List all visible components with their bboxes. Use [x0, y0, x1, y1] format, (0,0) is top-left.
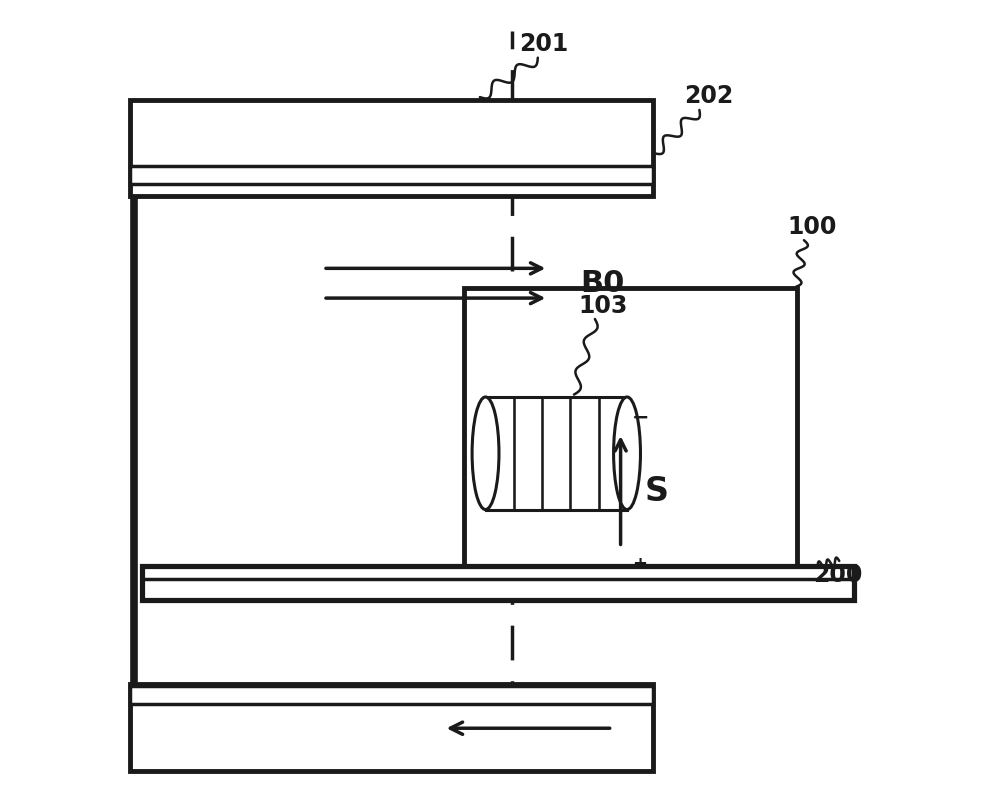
Text: 202: 202 — [684, 84, 734, 108]
Text: +: + — [632, 554, 647, 572]
Text: B0: B0 — [580, 268, 625, 297]
Bar — [464, 289, 797, 570]
Bar — [130, 100, 653, 197]
Text: 103: 103 — [578, 293, 628, 317]
Ellipse shape — [614, 397, 640, 510]
Bar — [130, 167, 653, 185]
Bar — [142, 566, 854, 601]
Text: S: S — [645, 474, 669, 507]
Text: −: − — [632, 407, 649, 427]
Bar — [130, 684, 653, 771]
Text: 100: 100 — [787, 214, 837, 238]
Text: 200: 200 — [813, 562, 862, 586]
Bar — [130, 687, 653, 704]
Ellipse shape — [472, 397, 499, 510]
Text: 201: 201 — [520, 32, 569, 56]
